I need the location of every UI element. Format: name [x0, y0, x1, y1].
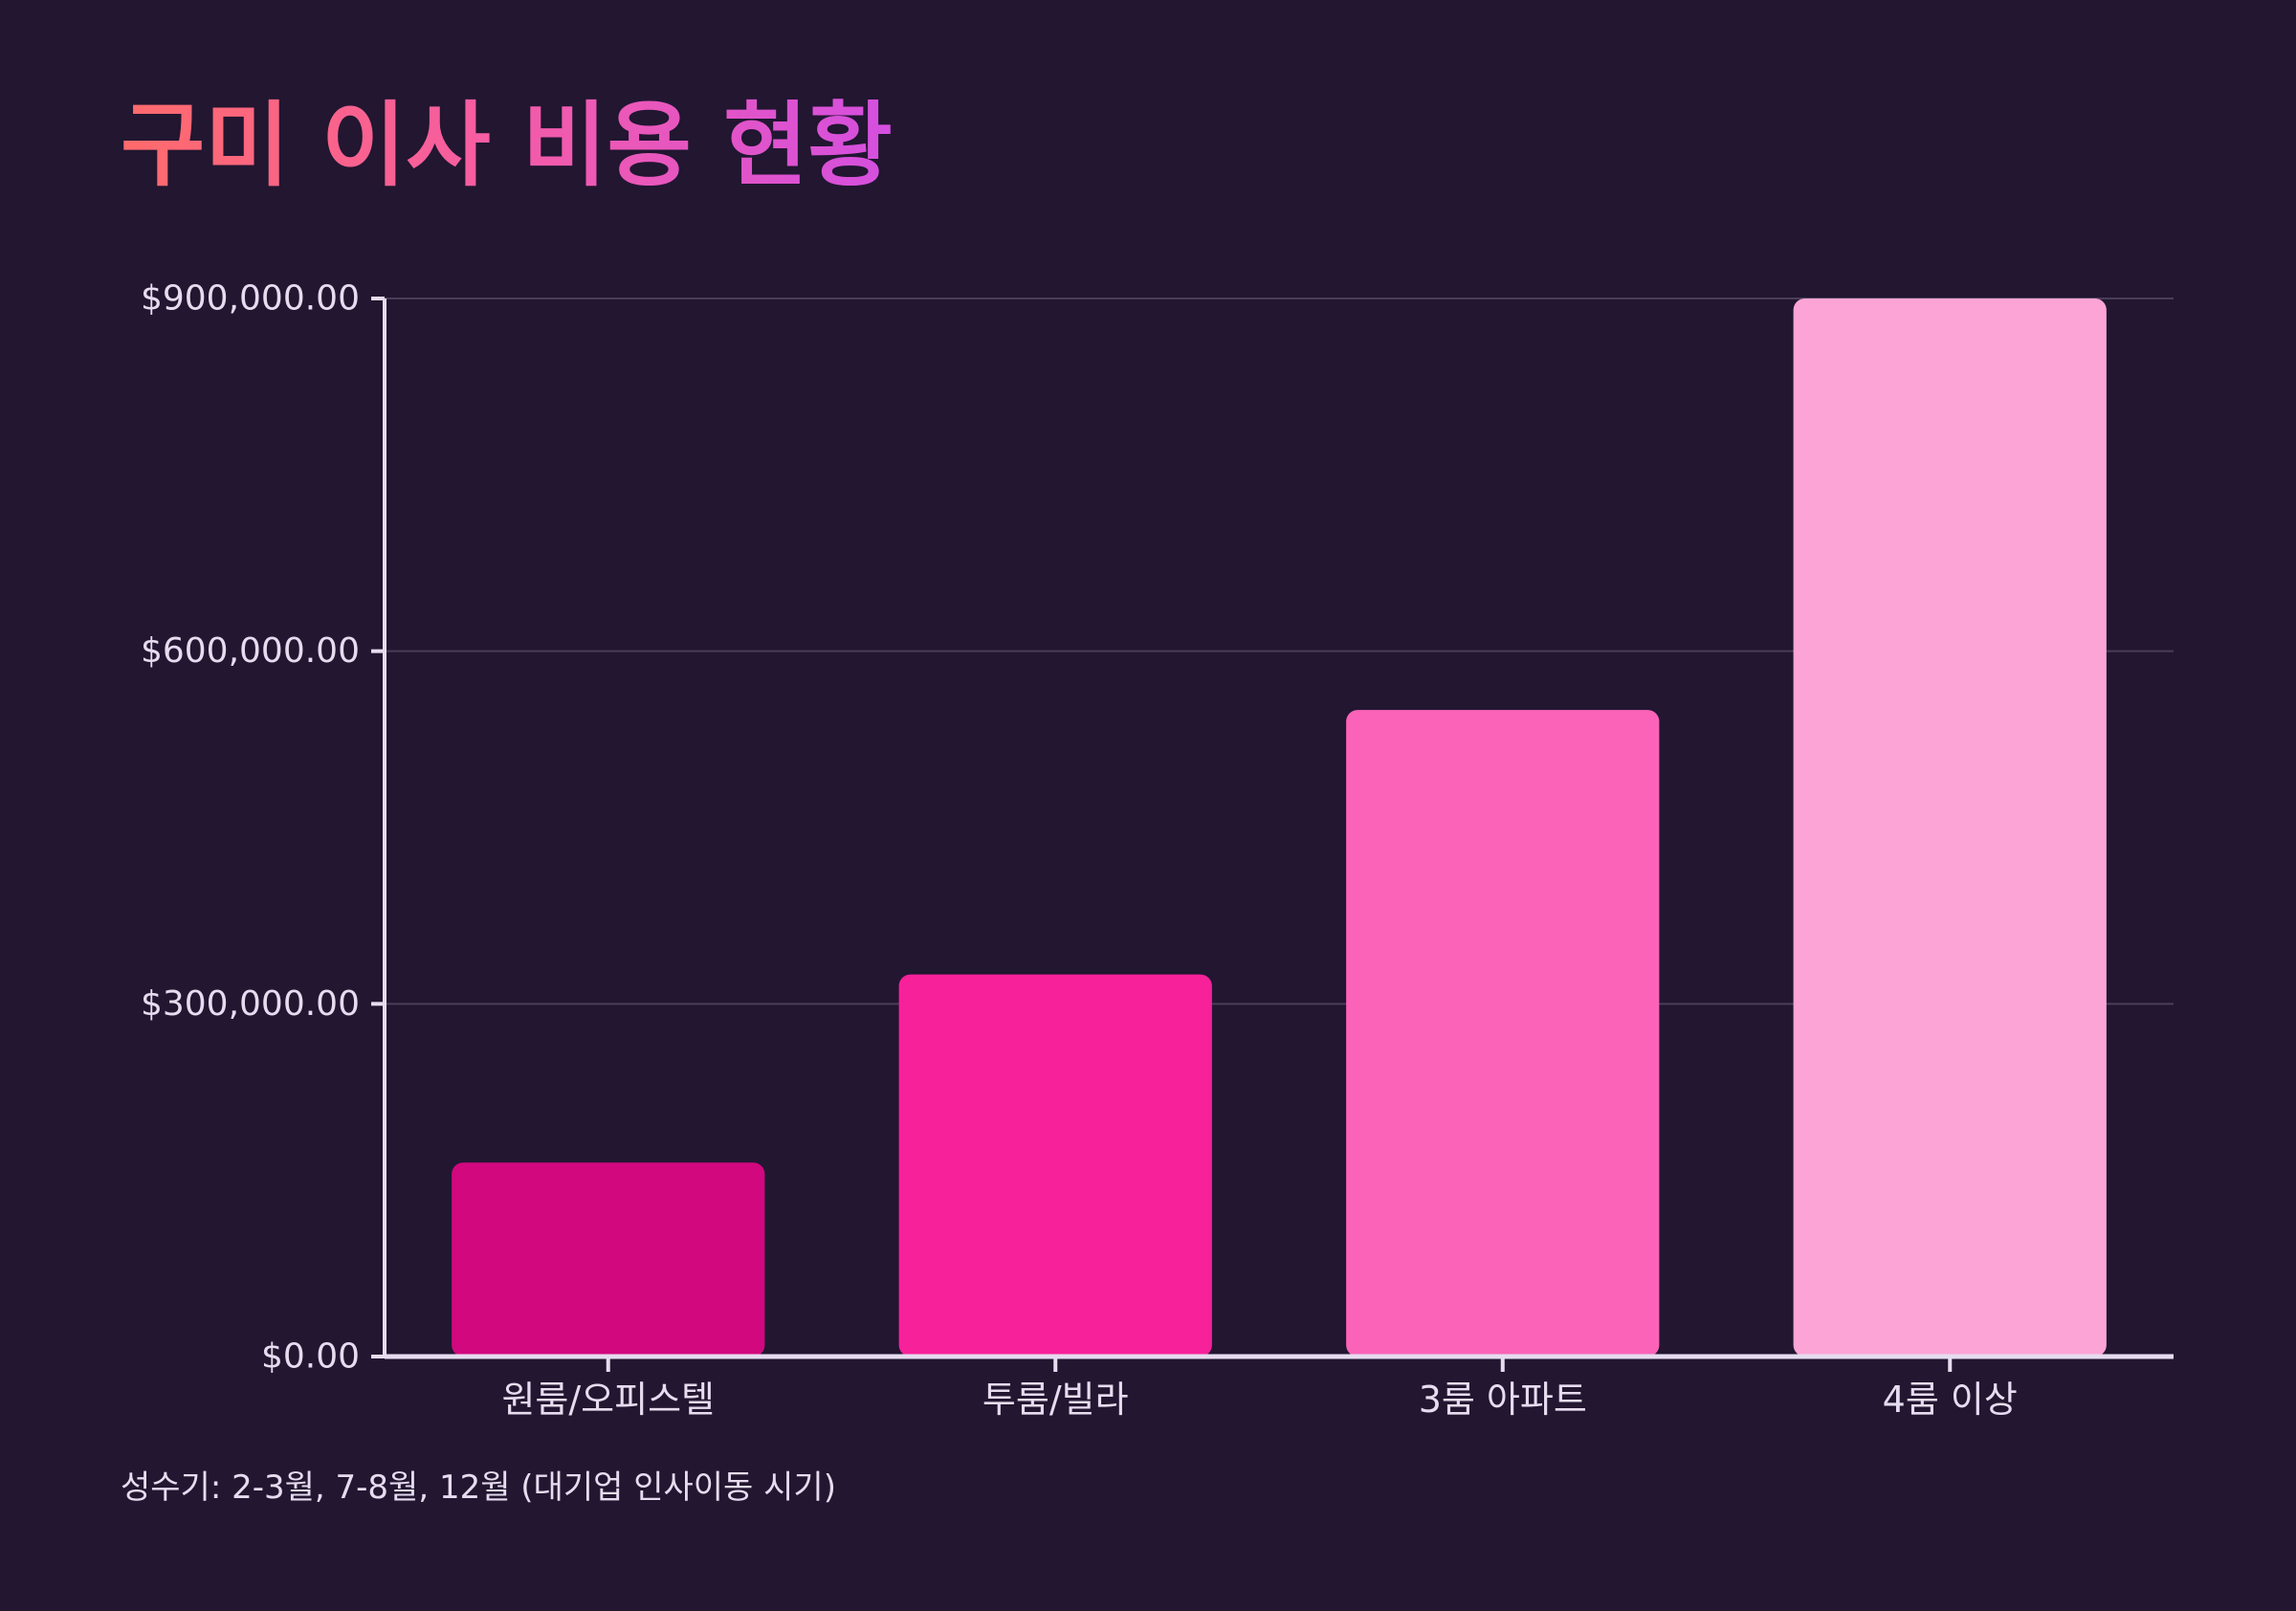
bar [452, 1162, 765, 1357]
y-axis-ticks: $0.00 $300,000.00 $600,000.00 $900,000.00 [141, 279, 385, 1377]
y-tick-label: $300,000.00 [141, 984, 360, 1024]
bar [898, 974, 1212, 1357]
y-tick-label: $900,000.00 [141, 279, 360, 319]
footnote: 성수기: 2-3월, 7-8월, 12월 (대기업 인사이동 시기) [121, 1468, 836, 1507]
bar [1793, 298, 2107, 1357]
x-tick-label: 투룸/빌라 [982, 1379, 1129, 1421]
bar [1346, 710, 1660, 1357]
chart-title: 구미 이사 비용 현황 [121, 92, 893, 199]
x-tick-label: 원룸/오피스텔 [501, 1379, 715, 1421]
y-tick-label: $0.00 [261, 1337, 360, 1377]
y-tick-label: $600,000.00 [141, 631, 360, 671]
x-axis-ticks: 원룸/오피스텔 투룸/빌라 3룸 아파트 4룸 이상 [501, 1357, 2018, 1421]
x-tick-label: 3룸 아파트 [1419, 1379, 1587, 1421]
axes [383, 298, 2174, 1359]
bars [452, 298, 2107, 1357]
x-tick-label: 4룸 이상 [1883, 1379, 2018, 1421]
